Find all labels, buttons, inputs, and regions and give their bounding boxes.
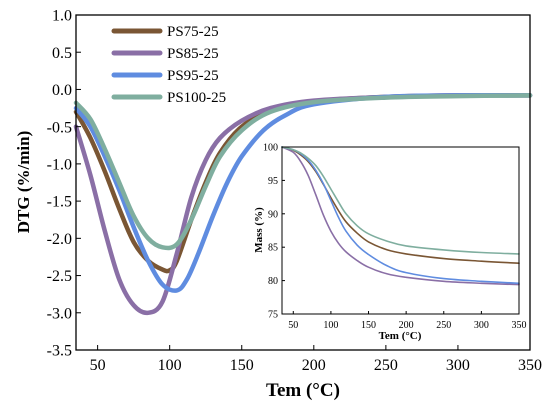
main-x-axis-label: Tem (°C) (266, 380, 340, 401)
inset-x-tick-label: 150 (361, 320, 376, 331)
main-y-tick-label: -3.0 (47, 305, 72, 322)
inset-x-tick-label: 200 (399, 320, 414, 331)
inset-series-group (281, 146, 520, 286)
main-y-tick-label: 1.0 (52, 8, 72, 25)
main-x-tick-label: 250 (374, 357, 398, 374)
inset-line-ps75-25 (281, 146, 520, 264)
main-y-axis-label: DTG (%/min) (14, 131, 33, 233)
main-x-tick-label: 300 (446, 357, 470, 374)
inset-y-tick-label: 80 (268, 276, 278, 287)
inset-y-tick-label: 100 (263, 143, 278, 154)
main-y-tick-label: -1.0 (47, 156, 72, 173)
legend: PS75-25 PS85-25 PS95-25 PS100-25 (111, 24, 226, 106)
main-y-tick-label: -1.5 (47, 194, 72, 211)
inset-x-tick-label: 250 (436, 320, 451, 331)
inset-y-tick-label: 95 (268, 176, 278, 187)
inset-x-tick-label: 100 (323, 320, 338, 331)
main-plot: 50 100 150 200 250 300 350 1.0 0.5 0.0 -0.5 -1.0 -1… (14, 8, 542, 401)
inset-y-tick-label: 90 (268, 209, 278, 220)
main-x-tick-label: 350 (518, 357, 542, 374)
legend-label-ps100-25: PS100-25 (167, 90, 226, 106)
main-x-tick-label: 100 (158, 357, 182, 374)
inset-y-tick-label: 85 (268, 243, 278, 254)
inset-plot: 50 100 150 200 250 300 350 75 80 85 90 95 100 Tem (… (253, 143, 527, 343)
inset-plot-frame (281, 146, 520, 315)
inset-y-axis: 75 80 85 90 95 100 (263, 143, 285, 321)
main-y-tick-label: 0.0 (52, 82, 72, 99)
main-line-ps100-25 (73, 93, 533, 251)
inset-x-axis: 50 100 150 200 250 300 350 (288, 311, 527, 331)
main-y-tick-label: -3.5 (47, 343, 72, 360)
main-y-tick-label: 0.5 (52, 45, 72, 62)
main-y-tick-label: -0.5 (47, 119, 72, 136)
main-y-tick-label: -2.0 (47, 231, 72, 248)
inset-y-axis-label: Mass (%) (253, 207, 265, 253)
main-y-axis: 1.0 0.5 0.0 -0.5 -1.0 -1.5 -2.0 -2.5 -3.0 -3.5 (47, 8, 81, 360)
inset-line-ps85-25 (281, 146, 520, 286)
legend-label-ps85-25: PS85-25 (167, 46, 219, 62)
inset-x-tick-label: 300 (474, 320, 489, 331)
inset-line-ps95-25 (281, 146, 520, 285)
legend-label-ps95-25: PS95-25 (167, 68, 219, 84)
main-y-tick-label: -2.5 (47, 268, 72, 285)
main-x-tick-label: 150 (230, 357, 254, 374)
inset-y-tick-label: 75 (268, 310, 278, 321)
main-x-tick-label: 50 (90, 357, 106, 374)
main-x-axis: 50 100 150 200 250 300 350 (90, 345, 542, 374)
main-plot-frame (75, 14, 531, 351)
main-series-group (73, 93, 533, 316)
inset-line-ps100-25 (281, 146, 520, 255)
main-x-tick-label: 200 (302, 357, 326, 374)
inset-x-tick-label: 350 (512, 320, 527, 331)
legend-label-ps75-25: PS75-25 (167, 24, 219, 40)
inset-x-tick-label: 50 (288, 320, 298, 331)
inset-x-axis-label: Tem (°C) (379, 330, 422, 342)
